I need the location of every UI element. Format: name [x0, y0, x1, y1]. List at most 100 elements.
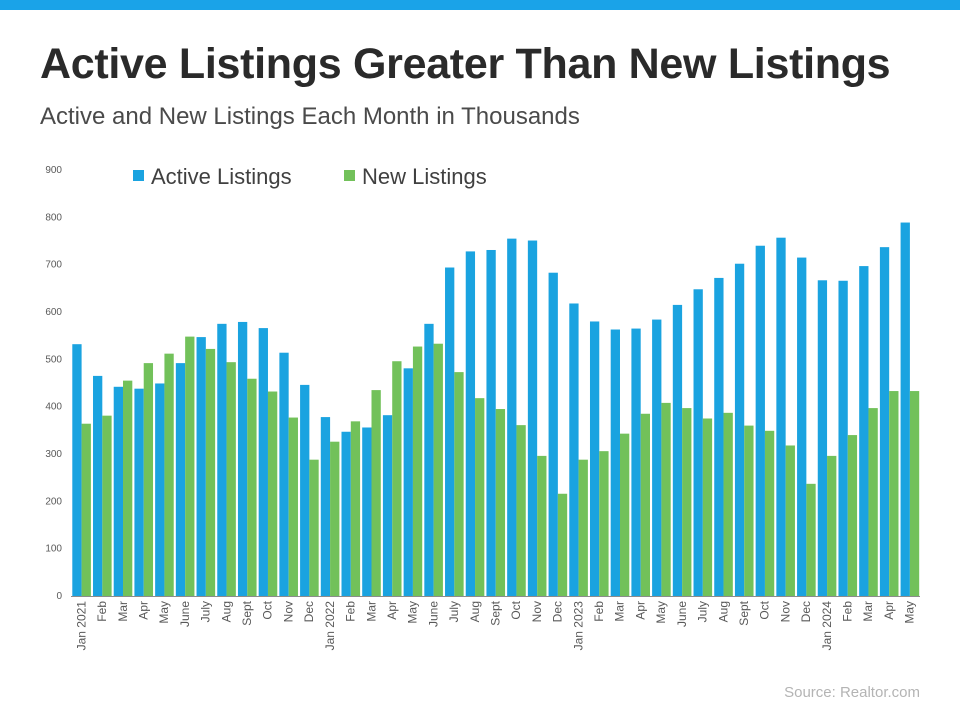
new-listings-bar: [371, 390, 381, 596]
active-listings-bar: [72, 344, 82, 596]
new-listings-bar: [661, 402, 671, 596]
new-listings-bar: [723, 412, 733, 596]
new-listings-bar: [330, 441, 340, 596]
y-tick-label: 900: [45, 165, 62, 176]
active-listings-bar: [548, 272, 558, 596]
x-tick-label: Aug: [468, 601, 482, 622]
x-tick-label: Mar: [613, 601, 627, 622]
x-tick-label: Sept: [737, 600, 751, 625]
active-listings-bar: [507, 238, 517, 596]
x-tick-label: Oct: [261, 600, 275, 619]
new-listings-bar: [350, 421, 361, 596]
active-listings-bar: [196, 337, 206, 596]
page-title: Active Listings Greater Than New Listing…: [40, 40, 891, 88]
new-listings-bar: [909, 391, 920, 596]
active-listings-bar: [175, 363, 186, 596]
active-listings-bar: [465, 251, 476, 596]
x-tick-label: June: [675, 601, 689, 627]
x-tick-label: Aug: [716, 601, 730, 622]
new-listings-bar: [702, 418, 713, 596]
active-listings-bar: [569, 303, 579, 596]
active-listings-bar: [486, 249, 496, 597]
x-tick-label: Dec: [551, 601, 565, 622]
x-tick-label: Mar: [861, 601, 875, 622]
new-listings-bar: [412, 346, 423, 596]
active-listings-bar: [237, 321, 248, 596]
active-listings-bar: [672, 304, 683, 596]
new-listings-bar: [392, 361, 402, 596]
new-listings-bar: [475, 398, 485, 596]
new-listings-bar: [267, 391, 278, 596]
active-listings-bar: [527, 240, 538, 596]
new-listings-bar: [744, 425, 754, 596]
y-tick-label: 300: [45, 449, 62, 460]
new-listings-bar: [185, 336, 195, 596]
active-listings-bar: [693, 289, 703, 596]
new-listings-bar: [226, 362, 236, 596]
x-tick-label: Dec: [302, 601, 316, 622]
x-tick-label: Aug: [219, 601, 233, 622]
active-listings-bar: [797, 257, 807, 596]
active-listings-bar: [93, 375, 103, 596]
active-listings-bar: [631, 328, 641, 596]
x-tick-label: Oct: [758, 600, 772, 619]
new-listings-bar: [143, 363, 154, 596]
x-tick-label: July: [447, 601, 461, 622]
new-listings-bar: [454, 372, 464, 596]
x-tick-label: Jan 2024: [820, 601, 834, 651]
new-listings-bar: [847, 435, 858, 596]
new-listings-bar: [205, 348, 216, 596]
x-tick-label: Apr: [882, 601, 896, 620]
y-tick-label: 0: [56, 591, 62, 602]
legend-swatch-new: [344, 170, 355, 181]
active-listings-bar: [838, 280, 848, 596]
new-listings-bar: [516, 425, 526, 596]
x-tick-label: May: [406, 601, 420, 624]
active-listings-bar: [217, 323, 227, 596]
new-listings-bar: [102, 415, 112, 596]
x-tick-label: Nov: [530, 601, 544, 622]
x-tick-label: Jan 2022: [323, 601, 337, 651]
active-listings-bar: [279, 352, 289, 596]
x-tick-label: Nov: [281, 601, 295, 622]
new-listings-bar: [806, 483, 816, 596]
new-listings-bar: [247, 378, 257, 596]
new-listings-bar: [557, 493, 568, 596]
new-listings-bar: [309, 459, 319, 596]
new-listings-bar: [123, 380, 133, 596]
x-tick-label: Mar: [364, 601, 378, 622]
active-listings-bar: [424, 323, 434, 596]
x-tick-label: Feb: [344, 601, 358, 622]
active-listings-bar: [362, 427, 372, 596]
active-listings-bar: [879, 247, 890, 596]
new-listings-bar: [495, 409, 506, 596]
new-listings-bar: [785, 445, 795, 596]
y-tick-label: 700: [45, 260, 62, 271]
x-tick-label: Sept: [489, 600, 503, 625]
new-listings-bar: [619, 433, 630, 596]
active-listings-bar: [734, 263, 745, 596]
active-listings-bar: [652, 319, 662, 596]
x-tick-label: Sept: [240, 600, 254, 625]
new-listings-bar: [889, 391, 899, 596]
active-listings-bar: [610, 329, 620, 596]
y-tick-label: 800: [45, 212, 62, 223]
y-tick-label: 100: [45, 544, 62, 555]
new-listings-bar: [288, 417, 298, 596]
x-tick-label: May: [157, 601, 171, 624]
active-listings-bar: [817, 280, 828, 596]
x-tick-label: Feb: [841, 601, 855, 622]
x-tick-label: May: [903, 601, 917, 624]
active-listings-bar: [320, 417, 331, 596]
new-listings-bar: [599, 451, 609, 596]
active-listings-bar: [403, 368, 413, 596]
y-tick-label: 500: [45, 354, 62, 365]
active-listings-bar: [258, 328, 268, 596]
x-tick-label: Apr: [385, 601, 399, 620]
x-tick-label: Apr: [633, 601, 647, 620]
active-listings-bar: [382, 415, 393, 596]
new-listings-bar: [682, 408, 692, 596]
legend-label-active: Active Listings: [151, 164, 292, 189]
x-tick-label: Mar: [116, 601, 130, 622]
